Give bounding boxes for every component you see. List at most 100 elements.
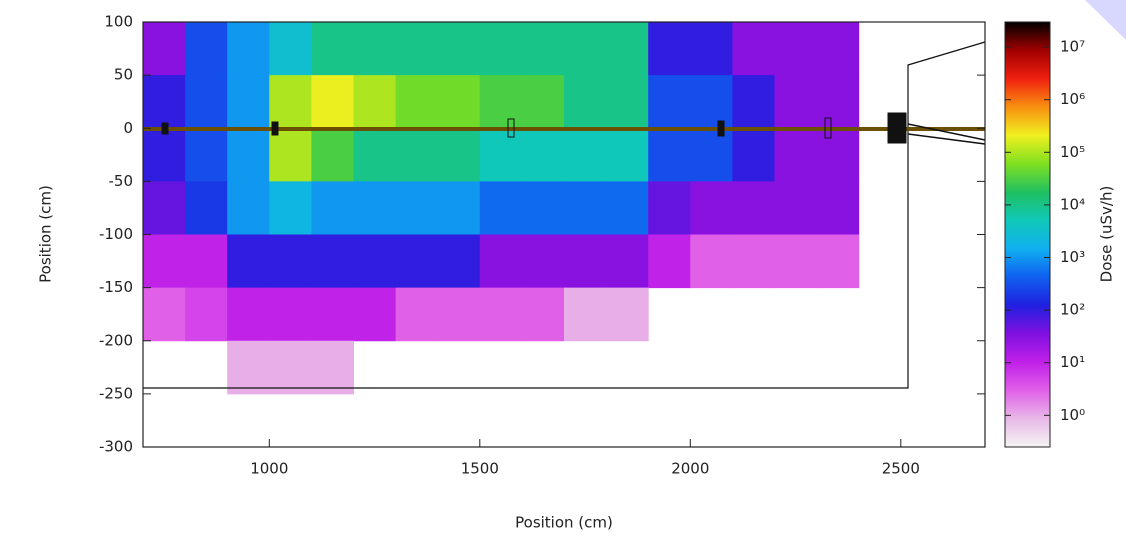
- heatmap-cell: [143, 75, 186, 129]
- heatmap-cell: [774, 75, 818, 129]
- heatmap-cell: [564, 234, 607, 289]
- heatmap-cell: [521, 22, 565, 76]
- heatmap-cell: [353, 22, 397, 76]
- heatmap-cell: [227, 234, 270, 289]
- y-tick-label: -50: [109, 172, 134, 190]
- beam-line: [907, 123, 986, 141]
- heatmap-cell: [774, 22, 818, 76]
- heatmap-cell: [185, 128, 228, 182]
- heatmap-cell: [606, 22, 649, 76]
- heatmap-cell: [437, 75, 481, 129]
- heatmap-cell: [269, 234, 312, 289]
- heatmap-cell: [521, 287, 565, 342]
- heatmap-cell: [732, 234, 775, 289]
- heatmap-cell: [690, 75, 733, 129]
- heatmap-cell: [564, 75, 607, 129]
- y-tick-label: 50: [114, 66, 133, 84]
- heatmap-cell: [353, 287, 397, 342]
- heatmap-cell: [479, 22, 523, 76]
- heatmap-cell: [816, 181, 860, 235]
- heatmap-cell: [690, 234, 733, 289]
- geometry: [143, 41, 986, 389]
- heatmap-cell: [311, 340, 354, 395]
- heatmap-cell: [185, 181, 228, 235]
- y-tick-label: 0: [123, 119, 133, 137]
- heatmap-cell: [227, 22, 270, 76]
- heatmap-cell: [564, 128, 607, 182]
- heatmap-cell: [395, 287, 439, 342]
- heatmap-cell: [648, 75, 691, 129]
- heatmap-cell: [564, 22, 607, 76]
- heatmap-cell: [437, 22, 481, 76]
- heatmap-cell: [521, 234, 565, 289]
- heatmap-cell: [816, 128, 860, 182]
- colorbar-tick-label: 10⁰: [1060, 406, 1085, 424]
- heatmap-cell: [564, 181, 607, 235]
- heatmap-cell: [395, 181, 439, 235]
- heatmap-cell: [521, 181, 565, 235]
- component: [824, 117, 832, 139]
- heatmap-cell: [269, 75, 312, 129]
- heatmap-cell: [311, 181, 354, 235]
- colorbar-label: Dose (uSv/h): [1098, 186, 1116, 283]
- heatmap-cell: [311, 22, 354, 76]
- heatmap-cell: [648, 234, 691, 289]
- heatmap-cell: [816, 22, 860, 76]
- heatmap-cell: [353, 75, 397, 129]
- heatmap-cell: [143, 181, 186, 235]
- colorbar: [1004, 21, 1051, 448]
- heatmap-cell: [311, 234, 354, 289]
- heatmap-cell: [690, 128, 733, 182]
- x-tick-label: 1000: [250, 460, 288, 478]
- heatmap-cell: [395, 234, 439, 289]
- y-axis-label: Position (cm): [37, 185, 55, 283]
- x-tick-label: 1500: [461, 460, 499, 478]
- heatmap-cell: [311, 75, 354, 129]
- x-tick-label: 2500: [882, 460, 920, 478]
- colorbar-tick-label: 10²: [1060, 301, 1085, 319]
- heatmap-cell: [479, 75, 523, 129]
- heatmap-cell: [185, 22, 228, 76]
- heatmap-cell: [227, 340, 270, 395]
- heatmap-cell: [269, 128, 312, 182]
- heatmap-cell: [732, 75, 775, 129]
- heatmap-cell: [521, 75, 565, 129]
- colorbar-tick-label: 10⁴: [1060, 195, 1085, 213]
- heatmap-cell: [816, 75, 860, 129]
- heatmap-cell: [521, 128, 565, 182]
- heatmap: [143, 22, 860, 395]
- colorbar-tick-label: 10⁵: [1060, 143, 1085, 161]
- heatmap-cell: [269, 340, 312, 395]
- heatmap-cell: [606, 287, 649, 342]
- y-tick-label: -100: [99, 225, 133, 243]
- heatmap-cell: [479, 128, 523, 182]
- heatmap-cell: [353, 181, 397, 235]
- colorbar-tick-label: 10⁷: [1060, 38, 1085, 56]
- y-tick-label: 100: [104, 13, 133, 31]
- heatmap-cell: [648, 181, 691, 235]
- component: [161, 122, 169, 135]
- heatmap-cell: [816, 234, 860, 289]
- heatmap-cell: [269, 22, 312, 76]
- colorbar-tick-label: 10⁶: [1060, 90, 1085, 108]
- heatmap-cell: [143, 128, 186, 182]
- heatmap-cell: [143, 287, 186, 342]
- y-tick-label: -150: [99, 278, 133, 296]
- beam-line: [907, 133, 986, 145]
- heatmap-cell: [185, 234, 228, 289]
- heatmap-cell: [227, 181, 270, 235]
- heatmap-cell: [437, 287, 481, 342]
- heatmap-cell: [185, 287, 228, 342]
- heatmap-cell: [437, 181, 481, 235]
- heatmap-cell: [353, 128, 397, 182]
- shield-outline: [143, 41, 986, 389]
- heatmap-cell: [648, 128, 691, 182]
- heatmap-cell: [732, 128, 775, 182]
- component: [717, 120, 725, 137]
- heatmap-cell: [732, 181, 775, 235]
- heatmap-cell: [732, 22, 775, 76]
- heatmap-cell: [606, 181, 649, 235]
- heatmap-cell: [479, 287, 523, 342]
- heatmap-cell: [227, 75, 270, 129]
- heatmap-cell: [395, 128, 439, 182]
